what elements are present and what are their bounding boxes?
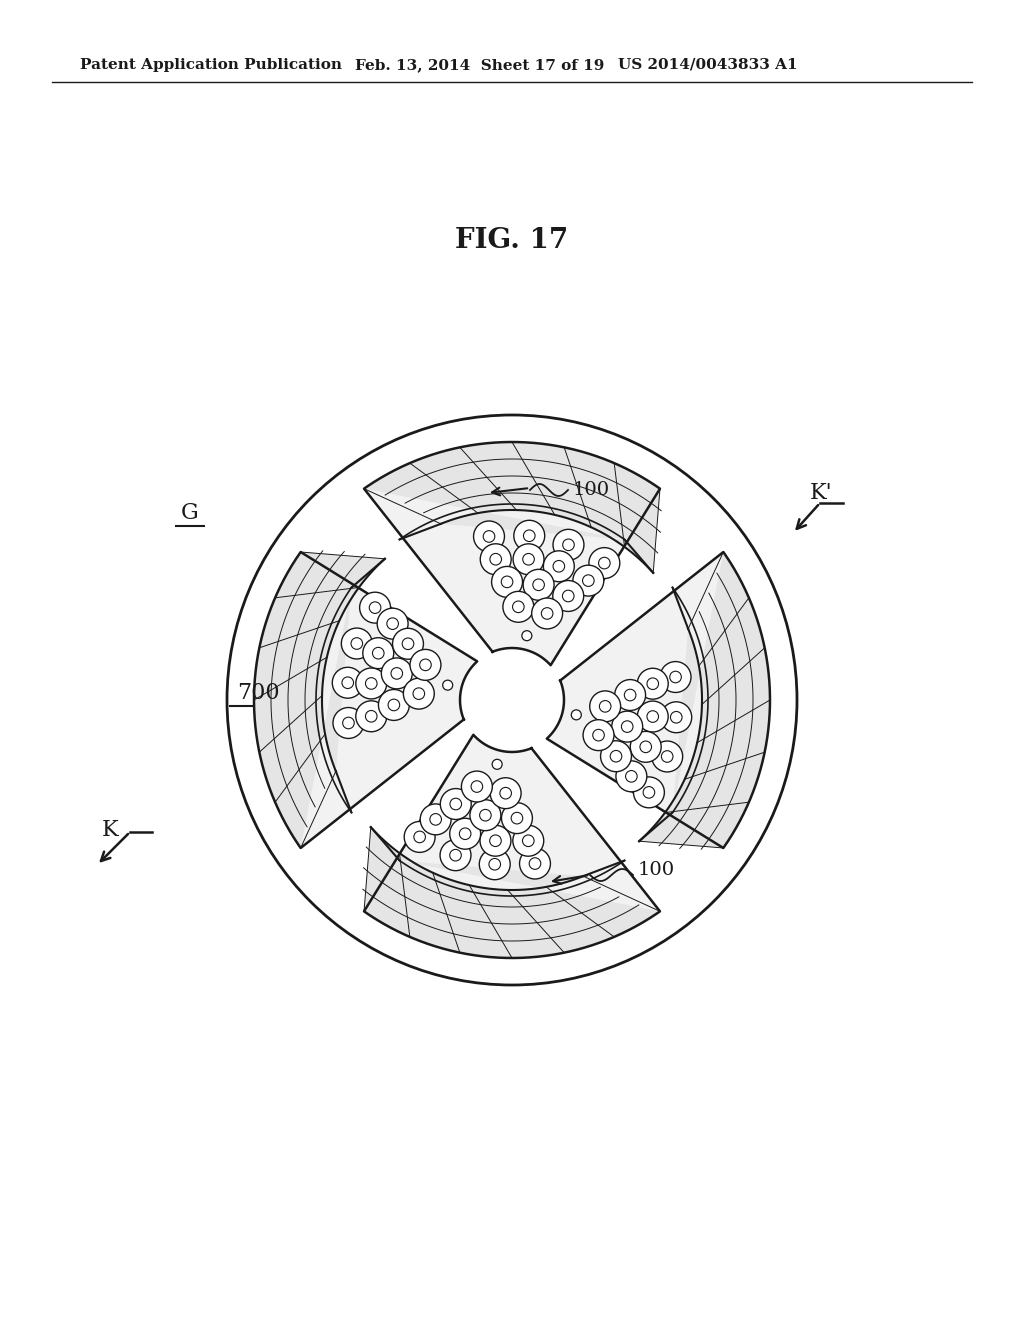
- Circle shape: [589, 548, 620, 578]
- Circle shape: [637, 701, 669, 733]
- Circle shape: [440, 840, 471, 871]
- Polygon shape: [364, 735, 660, 958]
- Circle shape: [442, 680, 453, 690]
- Circle shape: [544, 550, 574, 582]
- Circle shape: [531, 598, 562, 628]
- Circle shape: [490, 777, 521, 809]
- Polygon shape: [364, 442, 660, 573]
- Circle shape: [333, 668, 364, 698]
- Text: 100: 100: [638, 861, 675, 879]
- Polygon shape: [364, 828, 660, 958]
- Circle shape: [631, 731, 662, 762]
- Circle shape: [450, 818, 480, 849]
- Text: G: G: [181, 502, 199, 524]
- Circle shape: [470, 800, 501, 830]
- Circle shape: [519, 847, 551, 879]
- Circle shape: [479, 849, 510, 879]
- Text: US 2014/0043833 A1: US 2014/0043833 A1: [618, 58, 798, 73]
- Circle shape: [333, 708, 364, 738]
- Circle shape: [522, 631, 531, 640]
- Circle shape: [492, 566, 522, 598]
- Circle shape: [637, 668, 669, 700]
- Circle shape: [553, 529, 584, 560]
- Circle shape: [359, 593, 390, 623]
- Circle shape: [503, 591, 534, 622]
- Circle shape: [634, 777, 665, 808]
- Circle shape: [600, 741, 632, 772]
- Circle shape: [440, 788, 471, 820]
- Circle shape: [523, 569, 554, 601]
- Polygon shape: [639, 552, 770, 847]
- Text: K: K: [101, 818, 119, 841]
- Text: 700: 700: [237, 682, 280, 704]
- Circle shape: [362, 638, 393, 669]
- Circle shape: [590, 690, 621, 722]
- Circle shape: [493, 759, 502, 770]
- Circle shape: [660, 661, 691, 693]
- Circle shape: [480, 825, 511, 857]
- Circle shape: [583, 719, 614, 751]
- Circle shape: [614, 680, 645, 710]
- Circle shape: [660, 702, 691, 733]
- Circle shape: [392, 628, 424, 659]
- Text: K': K': [810, 482, 833, 504]
- Text: FIG. 17: FIG. 17: [456, 227, 568, 253]
- Circle shape: [480, 544, 511, 574]
- Circle shape: [403, 678, 434, 709]
- Text: Feb. 13, 2014  Sheet 17 of 19: Feb. 13, 2014 Sheet 17 of 19: [355, 58, 604, 73]
- Circle shape: [513, 544, 544, 574]
- Circle shape: [611, 711, 643, 742]
- Circle shape: [379, 689, 410, 721]
- Circle shape: [404, 821, 435, 853]
- Circle shape: [355, 701, 387, 731]
- Circle shape: [410, 649, 441, 680]
- Circle shape: [355, 668, 387, 698]
- Circle shape: [341, 628, 373, 659]
- Circle shape: [420, 804, 452, 834]
- Polygon shape: [254, 552, 385, 847]
- Circle shape: [553, 581, 584, 611]
- Circle shape: [572, 565, 604, 597]
- Polygon shape: [547, 552, 770, 847]
- Polygon shape: [254, 552, 477, 847]
- Text: Patent Application Publication: Patent Application Publication: [80, 58, 342, 73]
- Circle shape: [514, 520, 545, 552]
- Circle shape: [615, 760, 647, 792]
- Circle shape: [473, 521, 505, 552]
- Circle shape: [377, 609, 409, 639]
- Circle shape: [651, 741, 683, 772]
- Polygon shape: [364, 442, 660, 665]
- Circle shape: [462, 771, 493, 803]
- Circle shape: [502, 803, 532, 834]
- Circle shape: [513, 825, 544, 857]
- Circle shape: [571, 710, 582, 719]
- Circle shape: [381, 657, 413, 689]
- Text: 100: 100: [573, 480, 610, 499]
